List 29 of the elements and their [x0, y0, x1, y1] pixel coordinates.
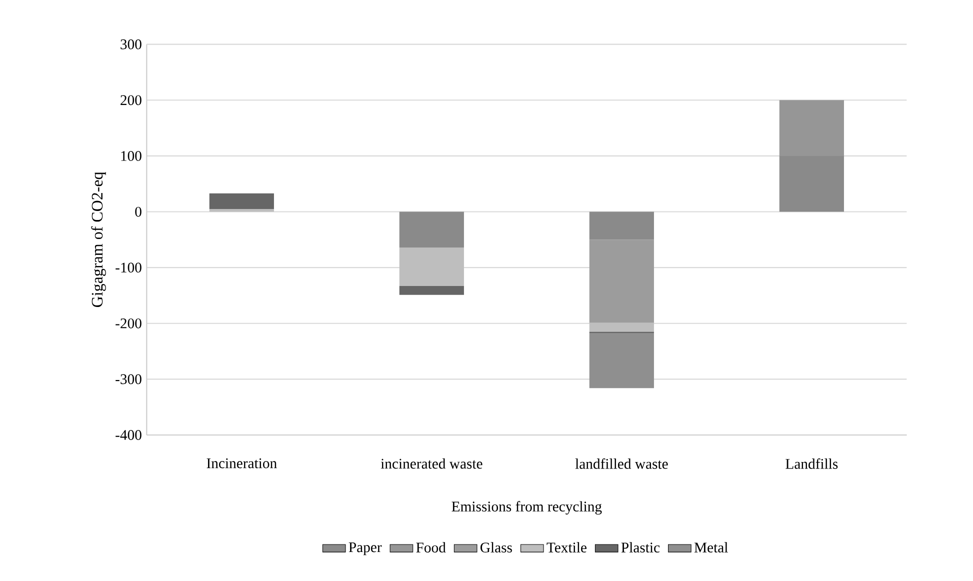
bar — [589, 212, 654, 240]
bar — [399, 247, 464, 286]
text: Emissions from recycling — [452, 501, 602, 515]
x-tick-label: landfilled waste — [575, 458, 668, 469]
y-tick-label: -100 — [116, 262, 142, 273]
bar — [589, 333, 654, 388]
bar — [589, 322, 654, 332]
y-tick-label: 100 — [121, 151, 142, 161]
legend-label: Metal — [694, 542, 728, 552]
legend-label: Paper — [348, 542, 382, 556]
y-tick-label: 300 — [120, 39, 142, 50]
legend-label: Textile — [546, 542, 586, 552]
y-tick-label: -300 — [116, 374, 142, 384]
y-tick-label: 200 — [120, 95, 142, 106]
x-tick-label: Incineration — [206, 458, 277, 468]
y-tick-label: 0 — [135, 206, 142, 217]
bar — [589, 240, 654, 323]
legend-label: Plastic — [621, 542, 660, 552]
y-tick-label: -200 — [116, 318, 142, 328]
bar — [399, 212, 464, 248]
bar — [209, 208, 274, 212]
legend-label: Food — [416, 542, 446, 552]
bar — [209, 193, 274, 209]
y-tick-label: -400 — [116, 430, 142, 440]
y-axis-title: Gigagram of CO2-eq — [91, 172, 106, 307]
bar — [399, 286, 464, 295]
legend-label: Glass — [480, 542, 512, 552]
x-tick-label: incinerated waste — [380, 458, 482, 469]
x-tick-label: Landfills — [786, 458, 838, 469]
